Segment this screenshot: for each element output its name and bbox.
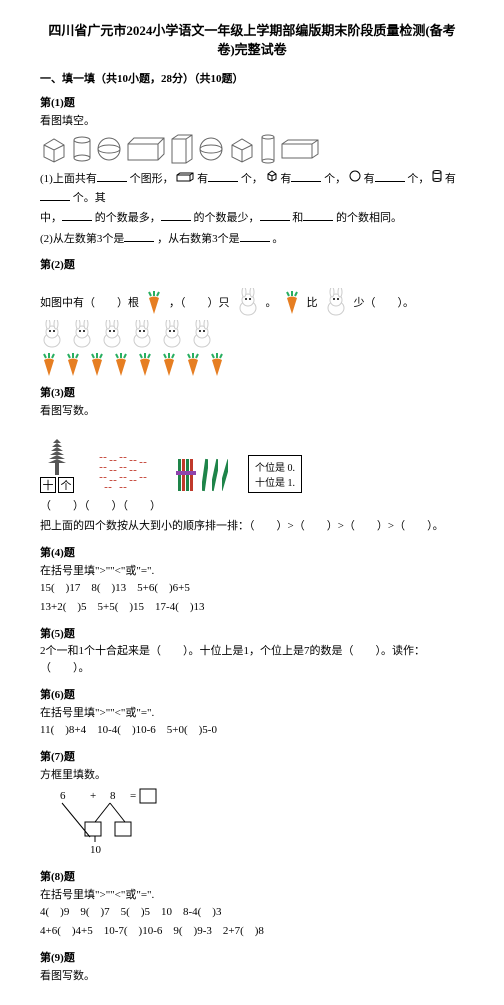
carrots-row — [40, 352, 464, 376]
shapes-row — [40, 133, 464, 165]
stick-3-icon — [222, 457, 228, 493]
q8-text: 在括号里填">""<"或"=". — [40, 886, 464, 902]
q7-diagram: 6 + 8 = 10 — [40, 787, 464, 860]
q3-text: 看图写数。 — [40, 402, 464, 418]
carrot-c5 — [136, 352, 154, 376]
q3-order: 把上面的四个数按从大到小的顺序排一排：（ ）>（ ）>（ ）>（ ）。 — [40, 518, 464, 536]
cylinder-tall-icon — [260, 133, 276, 165]
cylinder-icon — [72, 135, 92, 163]
q7-num: 第(7)题 — [40, 748, 464, 764]
q8-line2: 4+6( )4+5 10-7( )10-6 9( )9-3 2+7( )8 — [40, 923, 464, 941]
cuboid-icon-2 — [280, 138, 320, 160]
q8-line1: 4( )9 9( )7 5( )5 10 8-4( )3 — [40, 904, 464, 922]
sphere-icon — [96, 136, 122, 162]
cuboid-mini-icon — [176, 172, 194, 182]
q6-line: 11( )8+4 10-4( )10-6 5+0( )5-0 — [40, 722, 464, 740]
rabbit-icon-r6 — [190, 320, 214, 348]
q2-row1: 如图中有（ ）根 ，（ ）只 。 比 少（ ）。 — [40, 288, 464, 316]
q1-num: 第(1)题 — [40, 94, 464, 110]
ge-box: 个 — [58, 477, 74, 493]
cylinder-mini-icon — [432, 170, 442, 182]
plus-sign: + — [90, 790, 96, 802]
shi-box: 十 — [40, 477, 56, 493]
carrot-icon-2 — [283, 290, 301, 314]
stick-1-icon — [202, 457, 208, 493]
pagoda-icon — [45, 437, 69, 477]
carrot-c6 — [160, 352, 178, 376]
q6-text: 在括号里填">""<"或"=". — [40, 704, 464, 720]
carrot-c8 — [208, 352, 226, 376]
sphere-mini-icon — [349, 170, 361, 182]
carrot-c1 — [40, 352, 58, 376]
stick-2-icon — [212, 457, 218, 493]
carrot-c2 — [64, 352, 82, 376]
rabbit-icon-r4 — [130, 320, 154, 348]
rabbit-icon-r2 — [70, 320, 94, 348]
q4-line2: 13+2( )5 5+5( )15 17-4( )13 — [40, 599, 464, 617]
paper-title: 四川省广元市2024小学语文一年级上学期部编版期末阶段质量检测(备考卷)完整试卷 — [40, 20, 464, 58]
rabbit-icon — [236, 288, 260, 316]
sphere-icon-2 — [198, 136, 224, 162]
q1-line2: 中， 的个数最多， 的个数最少， 和 的个数相同。 — [40, 209, 464, 228]
carrot-c4 — [112, 352, 130, 376]
carrot-c7 — [184, 352, 202, 376]
q8-num: 第(8)题 — [40, 868, 464, 884]
equals-sign: = — [130, 790, 136, 802]
q3-num: 第(3)题 — [40, 384, 464, 400]
num-b: 8 — [110, 790, 116, 802]
rabbit-icon-2 — [324, 288, 348, 316]
q1-line1: (1)上面共有 个图形， 有 个， 有 个， 有 个， 有 个。其 — [40, 170, 464, 207]
q3-images-row: 十 个 个位是 0. 十位是 1. — [40, 437, 464, 493]
q2-num: 第(2)题 — [40, 256, 464, 272]
cube-mini-icon — [266, 170, 278, 182]
num-a: 6 — [60, 790, 66, 802]
q9-num: 第(9)题 — [40, 949, 464, 965]
carrot-icon — [145, 290, 163, 314]
carrot-c3 — [88, 352, 106, 376]
q1-text: 看图填空。 — [40, 112, 464, 128]
q1-line3: (2)从左数第3个是 ，从右数第3个是 。 — [40, 230, 464, 249]
q7-text: 方框里填数。 — [40, 766, 464, 782]
q5-text: 2个一和1个十合起来是（ ）。十位上是1，个位上是7的数是（ ）。读作：（ ）。 — [40, 643, 464, 678]
q3-parens: （ ）（ ）（ ） — [40, 498, 464, 516]
q4-text: 在括号里填">""<"或"=". — [40, 562, 464, 578]
section-1-header: 一、填一填（共10小题，28分）（共10题） — [40, 70, 464, 86]
q9-text: 看图写数。 — [40, 967, 464, 983]
rabbit-icon-r5 — [160, 320, 184, 348]
cuboid-icon — [126, 136, 166, 162]
rabbit-icon-r1 — [40, 320, 64, 348]
num-c: 10 — [90, 844, 102, 856]
stick-bundle-icon — [174, 457, 198, 493]
rabbit-icon-r3 — [100, 320, 124, 348]
cuboid-tall-icon — [170, 133, 194, 165]
q4-line1: 15( )17 8( )13 5+6( )6+5 — [40, 580, 464, 598]
rabbits-row — [40, 320, 464, 348]
birds-icon — [94, 453, 154, 493]
q6-num: 第(6)题 — [40, 686, 464, 702]
place-value-label: 个位是 0. 十位是 1. — [248, 455, 302, 493]
q4-num: 第(4)题 — [40, 544, 464, 560]
cube-icon — [40, 135, 68, 163]
cube-icon-2 — [228, 135, 256, 163]
q5-num: 第(5)题 — [40, 625, 464, 641]
